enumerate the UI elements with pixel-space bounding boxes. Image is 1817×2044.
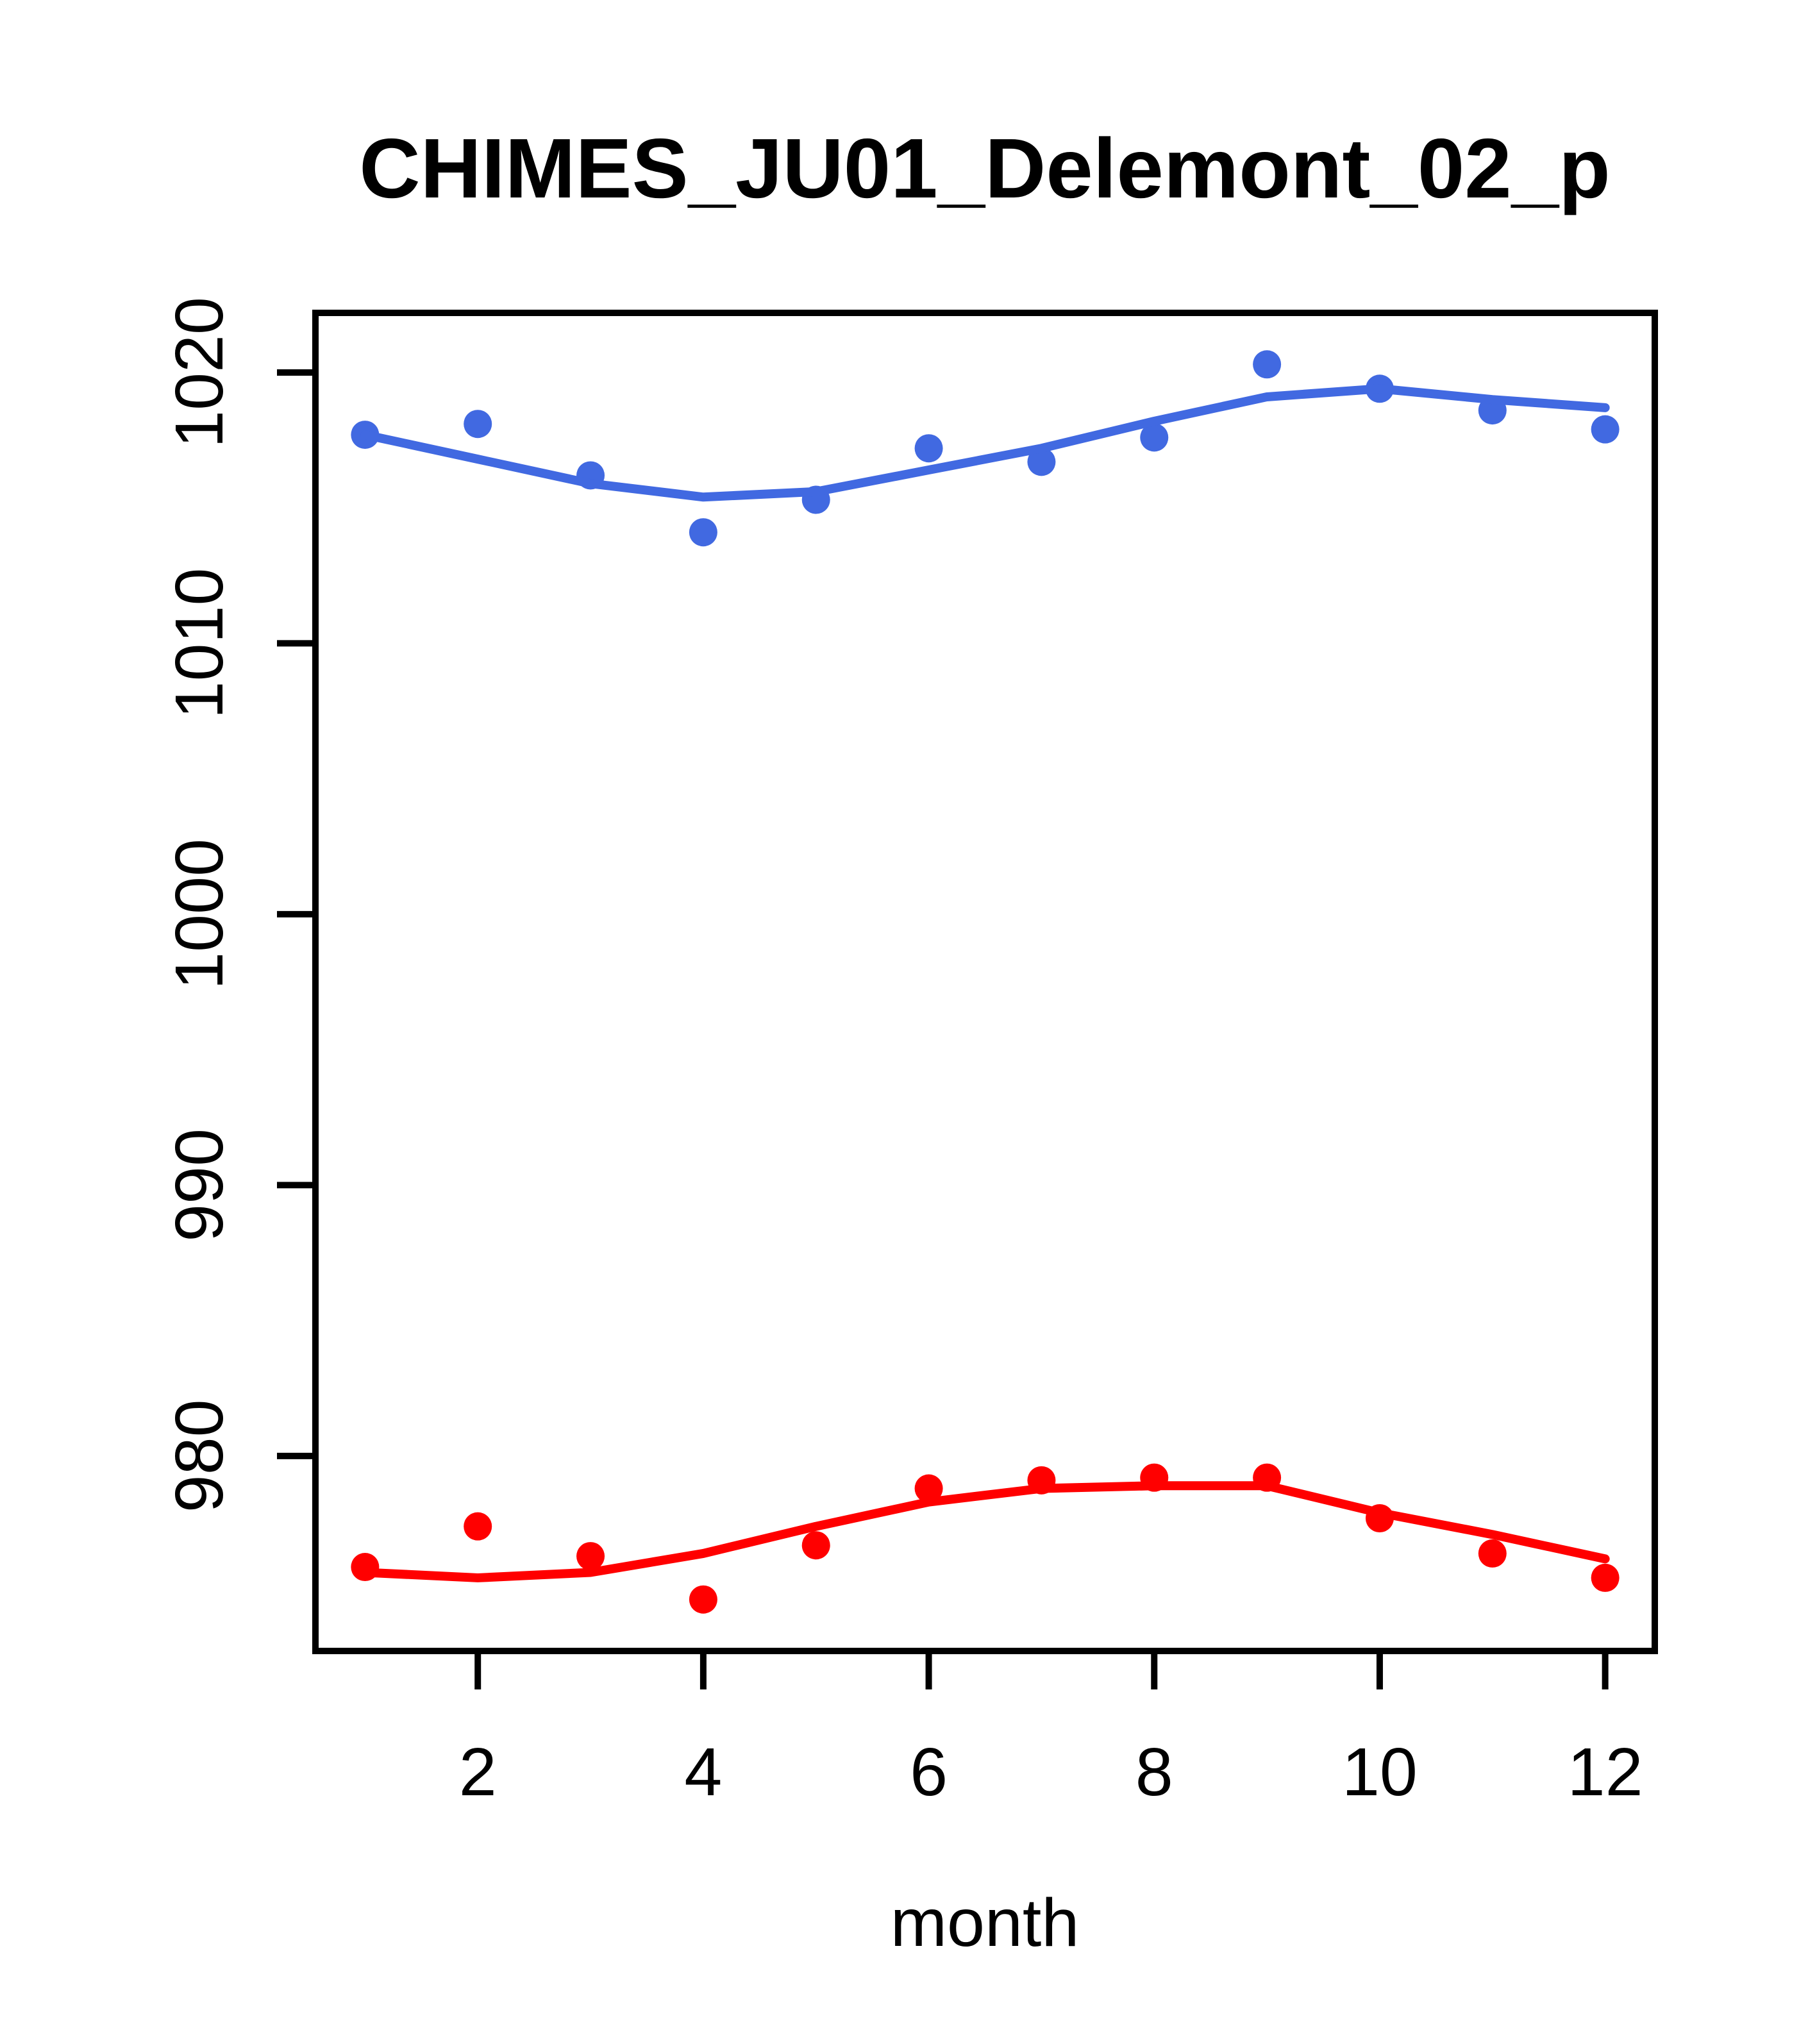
lower-point-m3	[576, 1542, 605, 1571]
y-axis: 980 990 1000 1010 1020	[162, 297, 315, 1512]
x-tick-label: 12	[1568, 1734, 1643, 1810]
y-tick-label: 1020	[162, 297, 237, 448]
y-tick-label: 1010	[162, 568, 237, 719]
upper-point-m9	[1253, 350, 1282, 379]
x-tick-label: 8	[1135, 1734, 1173, 1810]
upper-loess-line	[360, 384, 1610, 502]
x-tick-label: 4	[684, 1734, 722, 1810]
x-tick-label: 6	[910, 1734, 948, 1810]
y-tick-label: 1000	[162, 839, 237, 990]
lower-point-m6	[914, 1474, 943, 1503]
upper-point-m4	[689, 518, 717, 547]
lower-loess-line	[360, 1481, 1610, 1582]
lower-point-m4	[689, 1585, 717, 1614]
lower-point-m2	[464, 1512, 492, 1541]
lower-point-m5	[801, 1531, 830, 1560]
upper-point-m8	[1140, 423, 1169, 452]
upper-point-m7	[1027, 448, 1056, 476]
upper-point-m6	[914, 434, 943, 463]
y-tick-label: 980	[162, 1399, 237, 1512]
x-axis: 2 4 6 8 10 12	[459, 1651, 1643, 1810]
series-layer	[351, 350, 1620, 1614]
x-axis-title: month	[891, 1885, 1080, 1961]
lower-point-m12	[1591, 1563, 1620, 1592]
lower-point-m11	[1478, 1539, 1507, 1568]
y-tick-label: 990	[162, 1128, 237, 1242]
upper-point-m12	[1591, 415, 1620, 444]
plot-frame	[312, 310, 1658, 1654]
upper-point-m2	[464, 410, 492, 439]
chart-title: CHIMES_JU01_Delemont_02_p	[359, 121, 1610, 215]
x-tick-label: 10	[1342, 1734, 1418, 1810]
x-tick-label: 2	[459, 1734, 497, 1810]
